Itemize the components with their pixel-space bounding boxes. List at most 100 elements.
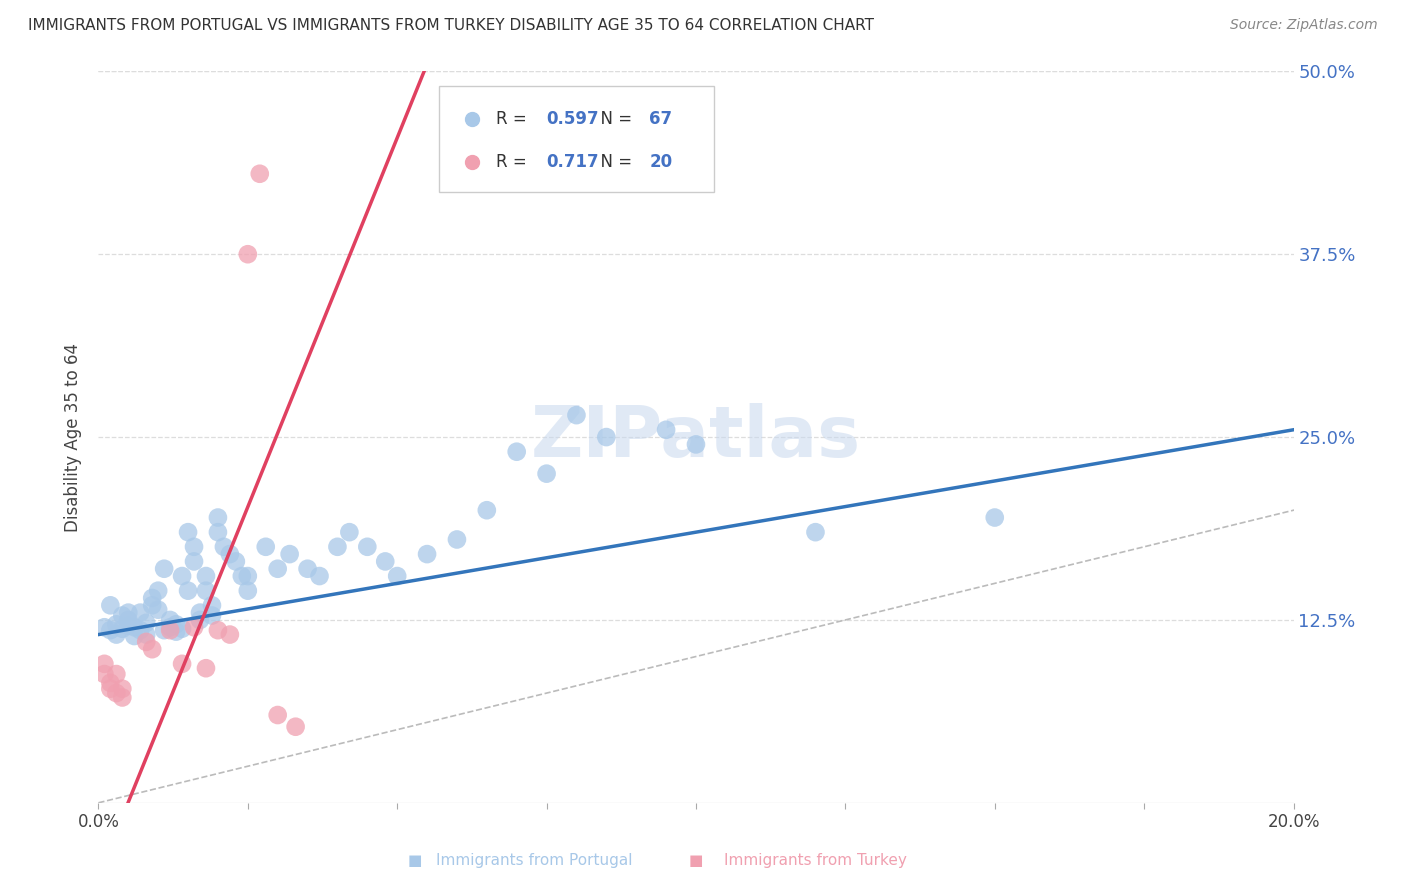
Point [236, 247, 259, 261]
Point [148, 583, 170, 598]
Text: 67: 67 [650, 110, 672, 128]
Point [219, 547, 242, 561]
Point [124, 620, 146, 634]
Point [141, 591, 163, 605]
Point [93, 657, 115, 671]
Point [172, 657, 194, 671]
Point [111, 608, 134, 623]
Point [159, 623, 181, 637]
Point [385, 569, 409, 583]
Point [207, 510, 229, 524]
Point [105, 686, 128, 700]
Point [117, 619, 139, 633]
Point [416, 547, 439, 561]
Point [100, 599, 122, 613]
Point [195, 583, 218, 598]
Point [159, 620, 181, 634]
Point [685, 437, 707, 451]
Point [141, 642, 163, 657]
Point [183, 540, 205, 554]
Point [249, 167, 271, 181]
Point [135, 627, 157, 641]
Point [339, 525, 360, 540]
Point [188, 613, 211, 627]
Point [219, 627, 242, 641]
Point [153, 562, 176, 576]
Text: ■: ■ [408, 854, 422, 868]
Point [984, 510, 1007, 524]
Text: Source: ZipAtlas.com: Source: ZipAtlas.com [1230, 18, 1378, 32]
Text: 0.717: 0.717 [547, 153, 599, 171]
Point [141, 599, 163, 613]
Y-axis label: Disability Age 35 to 64: Disability Age 35 to 64 [65, 343, 83, 532]
Point [195, 569, 218, 583]
Point [356, 540, 378, 554]
Text: 0.597: 0.597 [547, 110, 599, 128]
Point [565, 408, 588, 422]
Point [117, 613, 139, 627]
Point [177, 583, 200, 598]
Point [308, 569, 330, 583]
Point [201, 599, 224, 613]
Point [655, 423, 678, 437]
Point [93, 667, 115, 681]
Point [188, 606, 211, 620]
Point [254, 540, 277, 554]
Point [148, 603, 170, 617]
Point [225, 554, 247, 568]
Text: N =: N = [589, 153, 637, 171]
Text: ■: ■ [689, 854, 703, 868]
Point [446, 533, 468, 547]
Point [267, 708, 290, 723]
Point [236, 583, 259, 598]
Point [111, 690, 134, 705]
Point [100, 681, 122, 696]
Point [93, 620, 115, 634]
Point [231, 569, 253, 583]
Point [267, 562, 290, 576]
Point [172, 569, 194, 583]
Point [207, 525, 229, 540]
Point [129, 606, 152, 620]
Point [212, 540, 235, 554]
Point [284, 720, 307, 734]
FancyBboxPatch shape [439, 86, 714, 192]
Text: R =: R = [496, 110, 533, 128]
Point [183, 554, 205, 568]
Point [111, 622, 134, 636]
Point [105, 667, 128, 681]
Point [595, 430, 617, 444]
Point [278, 547, 301, 561]
Point [172, 622, 194, 636]
Text: Immigrants from Turkey: Immigrants from Turkey [724, 854, 907, 868]
Point [374, 554, 396, 568]
Point [195, 661, 218, 675]
Point [105, 617, 128, 632]
Point [165, 624, 187, 639]
Point [124, 629, 146, 643]
Point [135, 615, 157, 630]
Point [117, 606, 139, 620]
Point [129, 623, 152, 637]
Point [100, 623, 122, 637]
Point [100, 676, 122, 690]
Point [111, 681, 134, 696]
Point [236, 569, 259, 583]
Text: 20: 20 [650, 153, 672, 171]
Point [207, 623, 229, 637]
Point [297, 562, 319, 576]
Point [506, 444, 529, 458]
Point [326, 540, 349, 554]
Point [201, 608, 224, 623]
Point [105, 627, 128, 641]
Text: ZIPatlas: ZIPatlas [531, 402, 860, 472]
Text: Immigrants from Portugal: Immigrants from Portugal [436, 854, 633, 868]
Text: N =: N = [589, 110, 637, 128]
Point [135, 635, 157, 649]
Point [475, 503, 498, 517]
Point [177, 525, 200, 540]
Point [183, 620, 205, 634]
Point [804, 525, 827, 540]
Point [165, 617, 187, 632]
Point [159, 613, 181, 627]
